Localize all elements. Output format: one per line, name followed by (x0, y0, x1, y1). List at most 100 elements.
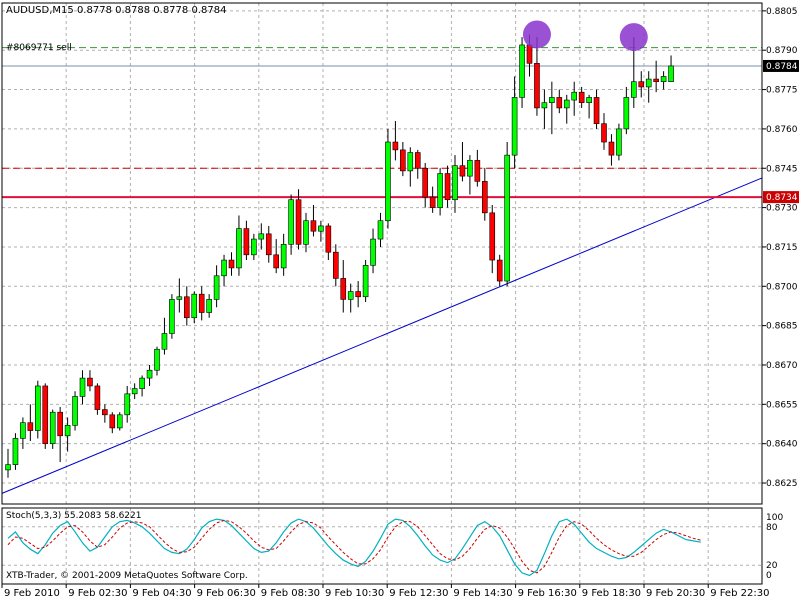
candle-body (668, 65, 674, 82)
candle-body (474, 160, 481, 182)
price-tick-label: 0.8730 (766, 204, 798, 214)
candle-body (519, 44, 525, 98)
candle-body (109, 414, 116, 429)
candle-body (489, 212, 496, 261)
stoch-main-line (7, 518, 701, 577)
time-tick-label: 9 Feb 02:30 (68, 588, 127, 599)
candle-body (385, 141, 391, 222)
candle-body (638, 81, 645, 88)
candle-body (630, 81, 637, 98)
candle-body (586, 97, 592, 103)
stoch-level-label: 0 (766, 571, 772, 581)
candle-body (645, 78, 652, 88)
price-tick-label: 0.8700 (766, 282, 798, 292)
stoch-level-label: 20 (766, 561, 778, 571)
candle-body (392, 141, 399, 151)
candle-body (280, 244, 287, 269)
price-tick-label: 0.8715 (766, 243, 798, 253)
price-tick-label: 0.8760 (766, 125, 798, 135)
candle-body (325, 225, 332, 253)
order-label: #8069771 sell (6, 43, 72, 53)
candle-body (422, 167, 429, 198)
current-price-tag-label: 0.8784 (766, 62, 798, 72)
stoch-panel-frame (1, 507, 763, 585)
candle-body (377, 220, 384, 240)
candle-body (541, 102, 548, 109)
candle-body (20, 422, 26, 439)
copyright-text: XTB-Trader, © 2001-2009 MetaQuotes Softw… (6, 571, 248, 581)
markers (522, 20, 648, 52)
time-tick-label: 9 Feb 06:30 (197, 588, 256, 599)
candle-body (243, 228, 250, 256)
candle-body (64, 425, 71, 437)
candle-body (429, 196, 436, 208)
candles (5, 34, 674, 478)
symbol-title: AUDUSD,M15 0.8778 0.8788 0.8778 0.8784 (6, 5, 226, 16)
candle-body (213, 275, 220, 300)
candle-body (34, 385, 41, 431)
candle-body (124, 393, 130, 416)
time-tick-label: 9 Feb 18:30 (582, 588, 641, 599)
candle-body (496, 259, 503, 282)
candle-body (310, 220, 317, 232)
candle-body (534, 63, 540, 109)
stochastic-panel (2, 518, 762, 577)
candle-body (467, 160, 473, 177)
candle-body (340, 278, 347, 300)
candle-body (303, 220, 309, 245)
candle-body (288, 199, 294, 245)
level-price-tag-label: 0.8734 (766, 193, 798, 203)
axes: 0.88050.87900.87750.87600.87450.87300.87… (1, 7, 799, 599)
time-tick-label: 9 Feb 22:30 (710, 588, 769, 599)
price-tick-label: 0.8685 (766, 322, 798, 332)
candle-body (251, 238, 257, 256)
candle-body (72, 396, 78, 426)
candle-body (653, 78, 659, 82)
time-tick-label: 9 Feb 12:30 (389, 588, 448, 599)
candle-body (176, 296, 183, 300)
price-tick-label: 0.8670 (766, 361, 798, 371)
candle-body (616, 128, 622, 156)
price-tick-label: 0.8625 (766, 479, 798, 489)
candle-body (318, 225, 324, 232)
candle-body (526, 44, 533, 64)
candle-body (362, 265, 369, 298)
candle-body (601, 123, 607, 143)
price-panel-frame (1, 2, 763, 505)
candle-body (221, 259, 227, 277)
candle-body (236, 228, 242, 269)
stoch-signal-line (7, 519, 701, 574)
candle-body (5, 464, 11, 471)
overlay-lines (1, 47, 763, 494)
candle-body (295, 199, 302, 245)
candle-body (623, 97, 630, 130)
candle-body (504, 154, 510, 282)
candle-body (161, 333, 168, 350)
candle-body (355, 291, 361, 298)
candle-body (608, 141, 615, 156)
time-tick-label: 9 Feb 08:30 (261, 588, 320, 599)
time-tick-label: 9 Feb 14:30 (453, 588, 512, 599)
candle-body (556, 97, 563, 109)
candle-body (49, 411, 56, 444)
stoch-level-label: 100 (766, 513, 783, 523)
time-tick-label: 9 Feb 2010 (4, 588, 60, 599)
candle-body (258, 233, 265, 240)
candle-body (12, 438, 19, 465)
price-tick-label: 0.8640 (766, 440, 798, 450)
candle-body (563, 99, 570, 109)
candle-body (131, 388, 138, 395)
candle-body (578, 91, 585, 103)
candle-body (444, 173, 451, 201)
candle-body (549, 97, 555, 103)
candle-body (146, 369, 153, 379)
candle-body (593, 97, 600, 124)
candle-body (87, 377, 93, 387)
chart-frame (1, 2, 763, 585)
stoch-level-label: 80 (766, 523, 778, 533)
signal-marker (619, 23, 648, 52)
candle-body (206, 299, 212, 313)
time-tick-label: 9 Feb 16:30 (518, 588, 577, 599)
